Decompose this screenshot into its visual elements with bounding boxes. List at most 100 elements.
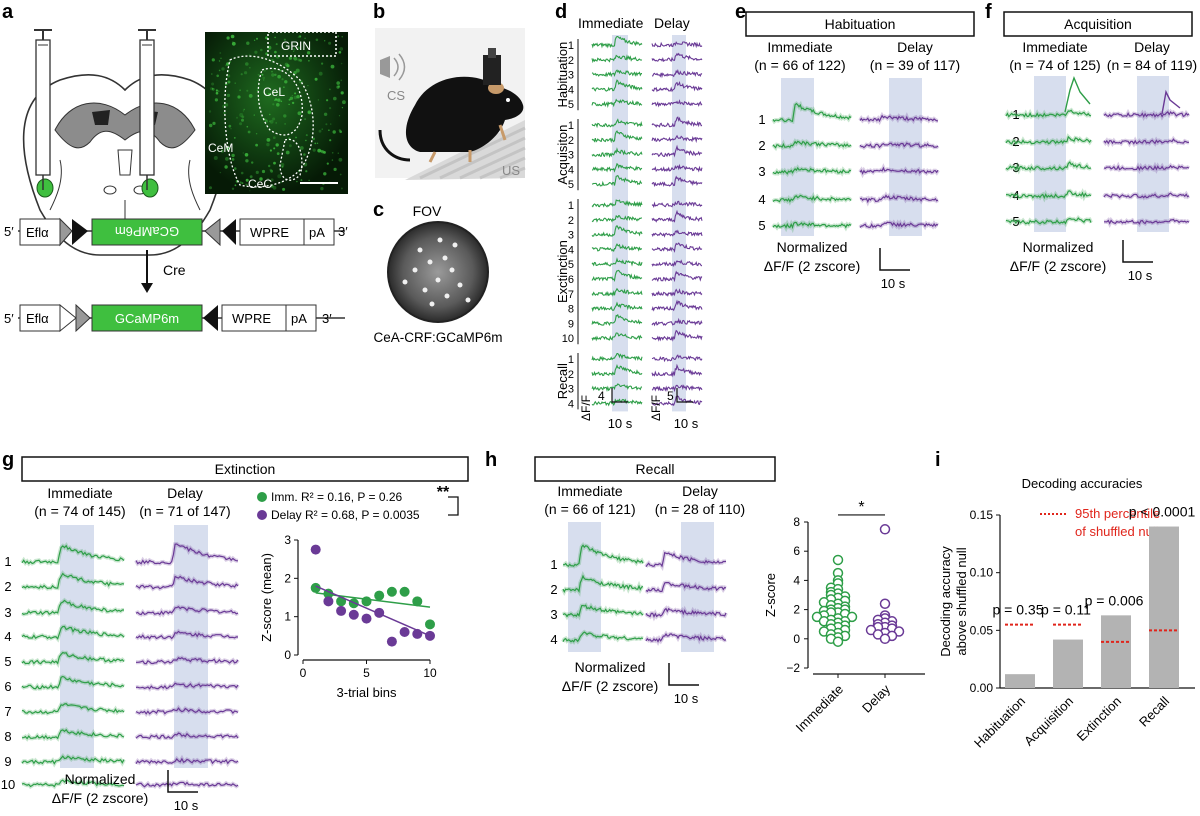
d-trace-delay — [651, 200, 703, 208]
histology-speckle — [213, 156, 218, 160]
trace-line — [1103, 164, 1190, 171]
d-group-habituation: Habituation — [555, 42, 570, 108]
histology-speckle — [293, 56, 298, 61]
histology-speckle — [297, 46, 301, 50]
trace-line — [136, 656, 239, 665]
fov-image — [387, 221, 489, 323]
panel-h-letter: h — [485, 449, 497, 471]
coronal-brain-drawing — [22, 74, 228, 256]
histology-speckle — [227, 80, 231, 84]
trace-line — [562, 604, 644, 618]
histology-speckle — [219, 52, 222, 54]
d-trace-delay — [651, 116, 703, 128]
histology-speckle — [337, 35, 340, 38]
d-trace-delay — [651, 259, 703, 268]
fov-cell — [442, 255, 448, 261]
histology-speckle — [265, 119, 269, 123]
histology-speckle — [224, 165, 228, 169]
histology-speckle — [298, 35, 302, 38]
i-legend-line1: 95th percentile — [1075, 506, 1160, 521]
trace-line — [21, 544, 125, 565]
histology-speckle — [330, 64, 335, 69]
d-col-immediate: Immediate — [578, 15, 644, 31]
row-number: 2 — [550, 582, 557, 597]
histology-speckle — [300, 179, 303, 182]
d-trace-immediate — [591, 353, 643, 362]
histology-speckle — [265, 119, 268, 121]
g-point-delay — [425, 630, 435, 641]
g-immediate-label: Immediate — [47, 485, 113, 501]
stimulus-window — [1034, 76, 1066, 232]
trace-line — [21, 675, 125, 690]
trace-line — [1005, 217, 1092, 225]
histology-speckle — [234, 82, 236, 84]
histology-speckle — [308, 179, 310, 181]
histology-speckle — [260, 48, 263, 52]
d-trace-delay — [651, 329, 703, 342]
histology-speckle — [233, 137, 236, 139]
histology-speckle — [231, 153, 235, 158]
histology-speckle — [239, 113, 244, 117]
row-number: 1 — [1012, 107, 1019, 122]
histology-speckle — [275, 43, 278, 46]
d-trace-delay — [651, 354, 703, 363]
histology-speckle — [272, 117, 276, 121]
d-row-number: 10 — [562, 333, 574, 345]
trace-line — [645, 582, 727, 593]
i-x-label-recall: Recall — [1136, 693, 1172, 729]
histology-speckle — [276, 152, 280, 156]
g-x-label: 3-trial bins — [337, 685, 397, 700]
trace-line — [21, 651, 125, 665]
f-title-box — [1003, 11, 1193, 37]
histology-speckle — [241, 118, 244, 122]
histology-speckle — [326, 162, 329, 165]
d-trace-delay — [651, 242, 703, 253]
h-immediate-label: Immediate — [557, 483, 623, 499]
g-dff-label: ΔF/F (2 zscore) — [52, 790, 148, 806]
h-y-tick-label: 8 — [793, 515, 800, 529]
histology-speckle — [299, 59, 303, 62]
row-number: 3 — [758, 164, 765, 179]
histology-speckle — [251, 161, 254, 164]
d-scale2-bar — [676, 388, 693, 403]
g-sig-stars: ** — [437, 484, 450, 501]
i-y-tick-label: 0.10 — [970, 566, 994, 580]
histology-speckle — [333, 96, 337, 101]
i-pvalue-extinction: p = 0.006 — [1085, 592, 1144, 608]
panel-c-letter: c — [373, 199, 384, 221]
g-delay-label: Delay — [167, 485, 203, 501]
histology-speckle — [314, 142, 317, 145]
histology-speckle — [307, 85, 309, 87]
histology-speckle — [342, 100, 346, 105]
h-point-immediate — [832, 636, 844, 647]
histology-speckle — [233, 167, 237, 170]
g-immediate-n: (n = 74 of 145) — [34, 503, 125, 519]
histology-speckle — [323, 112, 328, 117]
histology-speckle — [330, 123, 332, 125]
histology-speckle — [209, 123, 213, 128]
g-y-tick-label: 0 — [284, 648, 291, 662]
fov-caption: CeA-CRF:GCaMP6m — [373, 330, 502, 345]
trace-line — [562, 544, 644, 567]
fov-cell — [465, 297, 471, 303]
fov-cell — [457, 282, 463, 288]
histology-speckle — [211, 87, 214, 90]
d-trace-immediate — [591, 79, 643, 92]
histology-speckle — [253, 39, 256, 41]
histology-speckle — [269, 149, 272, 152]
histology-speckle — [288, 56, 292, 60]
g-x-tick-label: 0 — [300, 666, 307, 680]
i-x-label-habituation: Habituation — [971, 694, 1028, 751]
histology-speckle — [296, 95, 300, 99]
g-delay-n: (n = 71 of 147) — [139, 503, 230, 519]
fov-cell — [449, 267, 455, 273]
d-trace-immediate — [591, 269, 643, 282]
histology-speckle — [331, 159, 334, 161]
construct-flexed: 5′ Eflα GCaMP6m WPRE pA 3′ — [4, 217, 348, 247]
panel-b-letter: b — [373, 1, 385, 23]
histology-speckle — [274, 50, 277, 54]
histology-speckle — [267, 177, 269, 180]
e-immediate-n: (n = 66 of 122) — [754, 57, 845, 73]
d-row-number: 7 — [568, 289, 574, 301]
trace-line — [135, 732, 239, 740]
